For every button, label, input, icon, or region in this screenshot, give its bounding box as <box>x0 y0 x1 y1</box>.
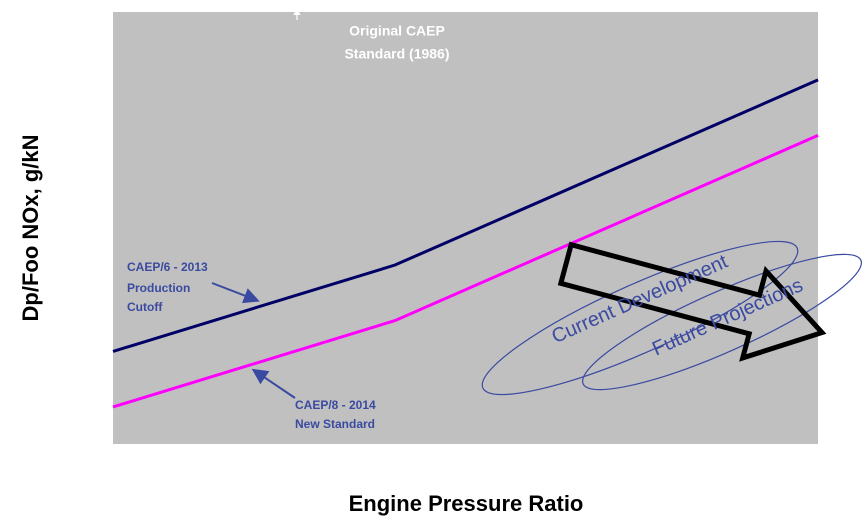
annotation: Production <box>127 281 190 295</box>
trend-arrow <box>557 241 827 362</box>
annotation: Standard (1986) <box>344 46 449 62</box>
annotation: Cutoff <box>127 300 163 314</box>
annotation-arrow <box>211 282 260 304</box>
plot-area <box>113 12 818 444</box>
ellipse <box>582 253 862 391</box>
ellipse <box>481 240 799 396</box>
line <box>112 78 819 353</box>
annotation: Original CAEP <box>349 23 445 39</box>
y-axis-title: Dp/Foo NOx, g/kN <box>18 135 43 322</box>
annotation: New Standard <box>295 417 375 431</box>
annotation: CAEP/6 - 2013 <box>127 260 208 274</box>
line <box>112 134 819 409</box>
annotation: CAEP/8 - 2014 <box>295 398 376 412</box>
annotation-arrow <box>251 368 296 399</box>
x-axis-title: Engine Pressure Ratio <box>349 491 584 516</box>
